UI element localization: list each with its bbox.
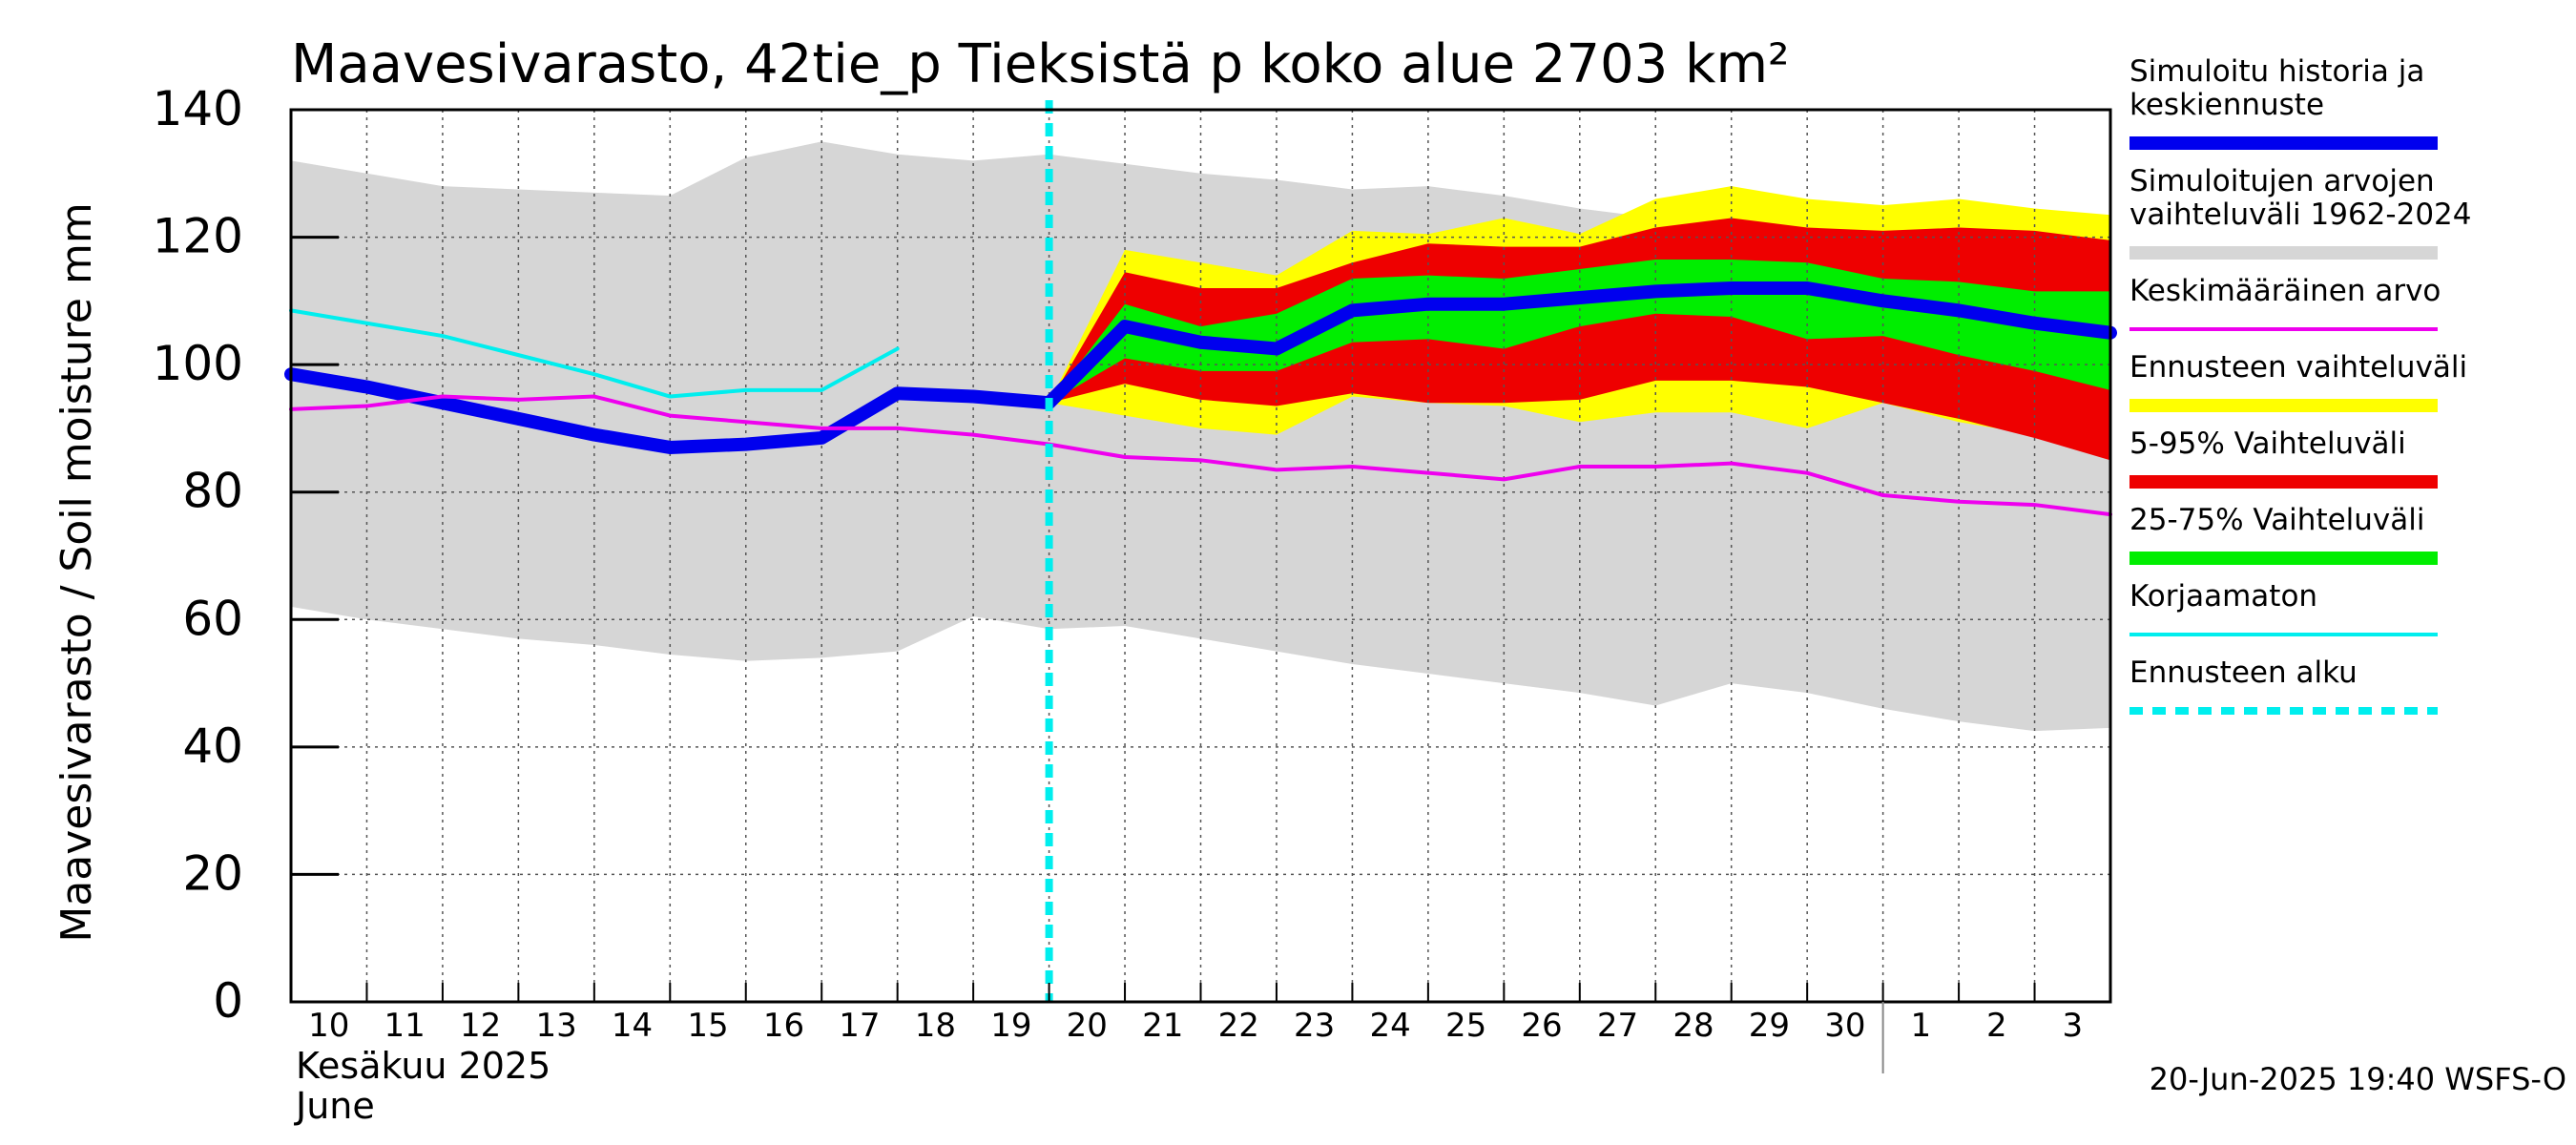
legend-label-3: Ennusteen vaihteluväli — [2129, 350, 2467, 385]
x-tick-label-16: 26 — [1521, 1007, 1562, 1045]
legend-label-0: Simuloitu historia ja — [2129, 54, 2424, 89]
chart-title: Maavesivarasto, 42tie_p Tieksistä p koko… — [291, 33, 1789, 95]
x-tick-label-4: 14 — [612, 1007, 653, 1045]
y-tick-label-0: 0 — [213, 973, 243, 1029]
legend-label-6: Korjaamaton — [2129, 579, 2317, 614]
legend-label-7: Ennusteen alku — [2129, 656, 2358, 690]
x-tick-label-14: 24 — [1370, 1007, 1411, 1045]
y-tick-label-7: 140 — [153, 81, 243, 136]
y-tick-label-5: 100 — [153, 336, 243, 391]
y-axis-label: Maavesivarasto / Soil moisture mm — [52, 202, 101, 942]
x-tick-label-5: 15 — [687, 1007, 728, 1045]
x-tick-label-13: 23 — [1294, 1007, 1335, 1045]
grid-layer — [291, 110, 2110, 1002]
x-tick-label-22: 2 — [1986, 1007, 2007, 1045]
x-tick-label-7: 17 — [839, 1007, 880, 1045]
x-tick-label-12: 22 — [1218, 1007, 1259, 1045]
y-tick-label-3: 60 — [182, 591, 243, 646]
x-tick-label-0: 10 — [308, 1007, 349, 1045]
chart-footer: 20-Jun-2025 19:40 WSFS-O — [2150, 1061, 2566, 1097]
x-tick-label-2: 12 — [460, 1007, 501, 1045]
x-tick-label-21: 1 — [1911, 1007, 1932, 1045]
x-tick-label-9: 19 — [990, 1007, 1031, 1045]
x-tick-label-3: 13 — [535, 1007, 576, 1045]
x-tick-label-15: 25 — [1445, 1007, 1486, 1045]
x-tick-label-18: 28 — [1672, 1007, 1714, 1045]
month-label-fi: Kesäkuu 2025 — [296, 1045, 551, 1087]
x-tick-label-6: 16 — [763, 1007, 804, 1045]
x-tick-label-1: 11 — [384, 1007, 426, 1045]
month-label-en: June — [294, 1085, 375, 1127]
legend-label-1: Simuloitujen arvojen — [2129, 164, 2435, 198]
x-tick-label-10: 20 — [1067, 1007, 1108, 1045]
legend-label-4: 5-95% Vaihteluväli — [2129, 427, 2406, 461]
y-tick-label-1: 20 — [182, 845, 243, 901]
series-line-0 — [284, 281, 2117, 454]
x-tick-label-8: 18 — [915, 1007, 956, 1045]
legend-label-5: 25-75% Vaihteluväli — [2129, 503, 2425, 537]
legend-label-2: Keskimääräinen arvo — [2129, 274, 2441, 308]
series-layer — [284, 100, 2117, 1002]
legend-label-1: vaihteluväli 1962-2024 — [2129, 198, 2471, 232]
x-tick-label-19: 29 — [1749, 1007, 1790, 1045]
x-tick-label-23: 3 — [2062, 1007, 2083, 1045]
y-tick-label-4: 80 — [182, 464, 243, 519]
x-tick-label-20: 30 — [1824, 1007, 1865, 1045]
series-line-1 — [289, 394, 2112, 517]
y-tick-label-6: 120 — [153, 209, 243, 264]
y-tick-label-2: 40 — [182, 718, 243, 774]
legend-label-0: keskiennuste — [2129, 88, 2324, 122]
x-tick-label-17: 27 — [1597, 1007, 1638, 1045]
x-tick-label-11: 21 — [1142, 1007, 1183, 1045]
series-line-2 — [289, 308, 900, 399]
